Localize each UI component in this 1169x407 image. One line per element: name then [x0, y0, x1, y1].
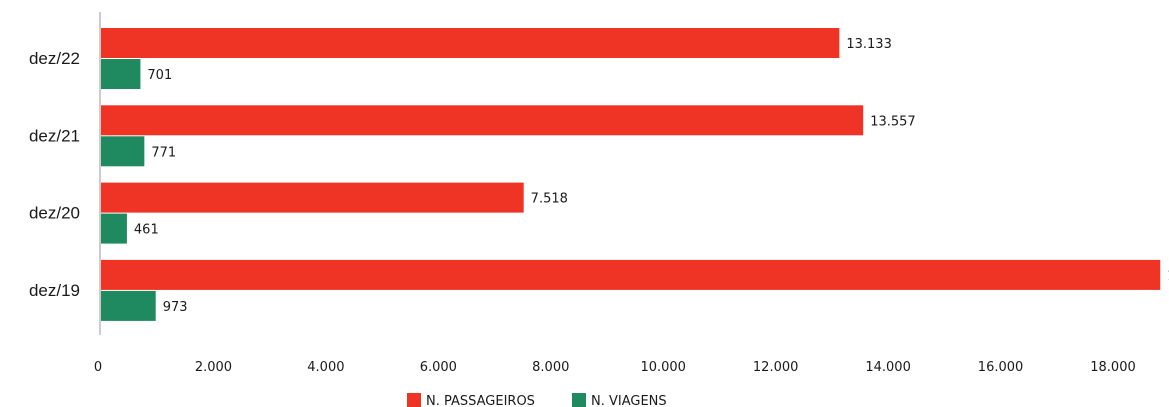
- legend: N. PASSAGEIROS N. VIAGENS: [407, 393, 667, 407]
- value-labels-group: 13.133 701 13.557 771 7.518 461 18.840 973: [134, 37, 1169, 315]
- x-tick-label: 18.000: [1090, 360, 1136, 375]
- bar-viagens: [101, 59, 141, 89]
- bar-viagens: [101, 213, 127, 244]
- value-label: 18.840: [1167, 269, 1169, 284]
- legend-swatch-viagens: [572, 393, 586, 407]
- x-tick-labels-group: 0 2.000 4.000 6.000 8.000 10.000 12.000 14.000 1…: [94, 360, 1136, 375]
- bar-passageiros: [101, 28, 840, 58]
- bar-passageiros: [101, 259, 1161, 290]
- bar-viagens: [101, 136, 145, 167]
- category-label: dez/22: [29, 49, 80, 68]
- bars-group: [101, 28, 1161, 321]
- legend-swatch-passageiros: [407, 393, 421, 407]
- x-tick-label: 6.000: [420, 360, 457, 375]
- x-tick-label: 12.000: [753, 360, 799, 375]
- category-label: dez/20: [29, 204, 80, 223]
- x-tick-label: 4.000: [307, 360, 344, 375]
- bar-viagens: [101, 290, 156, 321]
- legend-label: N. PASSAGEIROS: [426, 394, 535, 407]
- category-label: dez/21: [29, 126, 80, 145]
- value-label: 13.133: [846, 37, 892, 52]
- x-tick-label: 14.000: [865, 360, 911, 375]
- x-tick-label: 2.000: [195, 360, 232, 375]
- value-label: 973: [163, 300, 188, 315]
- x-tick-label: 8.000: [532, 360, 569, 375]
- value-label: 701: [147, 68, 172, 83]
- x-tick-label: 0: [94, 360, 102, 375]
- value-label: 461: [134, 223, 159, 238]
- bar-passageiros: [101, 182, 524, 213]
- value-label: 771: [151, 145, 176, 160]
- x-tick-label: 10.000: [640, 360, 686, 375]
- x-tick-label: 16.000: [978, 360, 1024, 375]
- category-label: dez/19: [29, 281, 80, 300]
- value-label: 7.518: [531, 192, 568, 207]
- category-labels-group: dez/22 dez/21 dez/20 dez/19: [29, 49, 80, 300]
- bar-passageiros: [101, 105, 864, 136]
- legend-label: N. VIAGENS: [591, 394, 667, 407]
- value-label: 13.557: [870, 114, 916, 129]
